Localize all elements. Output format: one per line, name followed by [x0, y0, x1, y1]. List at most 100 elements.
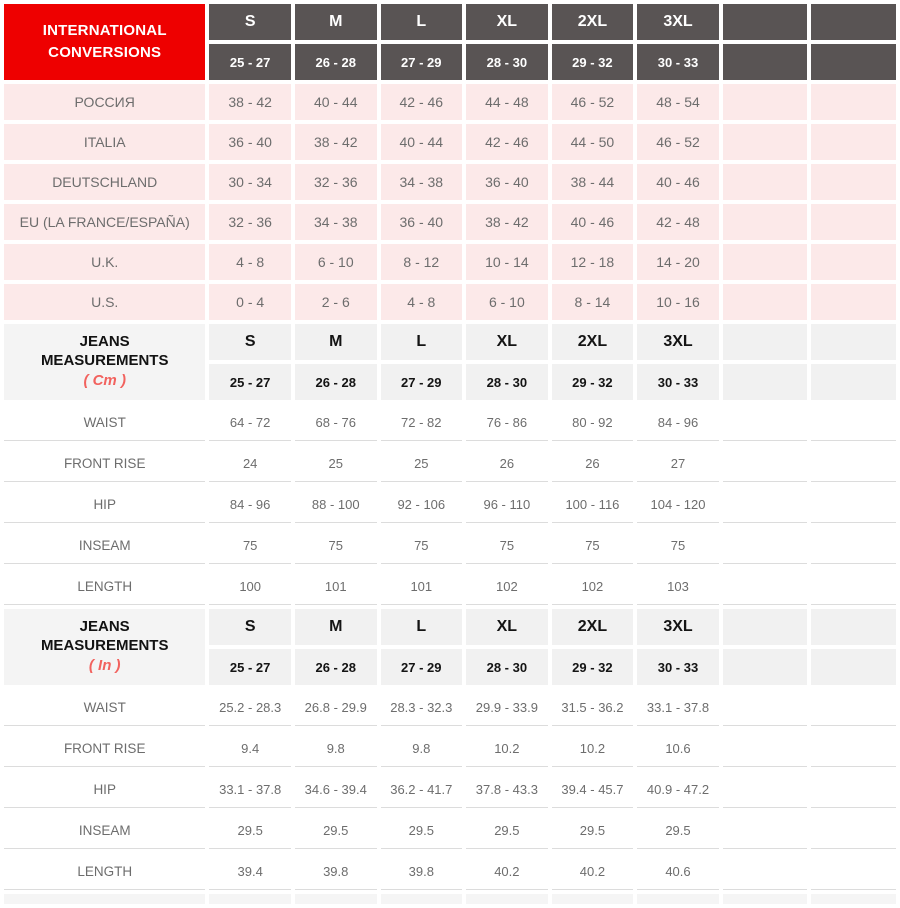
- value-cell: 92 - 106: [380, 486, 463, 523]
- value-cell: 4 - 8: [209, 244, 291, 280]
- size-header-cell: 2XL: [551, 609, 634, 645]
- value-cell: 14 - 20: [637, 244, 719, 280]
- empty-header-cell: [811, 324, 896, 360]
- value-cell: 48 - 54: [637, 84, 719, 120]
- value-cell: 29.5: [466, 812, 548, 849]
- value-cell: 75: [466, 527, 548, 564]
- empty-cell: [722, 853, 808, 890]
- table-row: FRONT RISE 9.4 9.8 9.8 10.2 10.2 10.6: [4, 730, 896, 767]
- value-cell: 6 - 10: [466, 284, 548, 320]
- value-cell: 9.8: [294, 730, 377, 767]
- value-cell: 39.8: [380, 853, 463, 890]
- empty-header-cell: [722, 324, 808, 360]
- empty-cell: [811, 84, 896, 120]
- empty-cell: [722, 730, 808, 767]
- empty-cell: [722, 404, 808, 441]
- empty-cell: [811, 771, 896, 808]
- range-header-cell: 30 - 33: [637, 364, 719, 400]
- value-cell: 36 - 40: [380, 204, 463, 240]
- value-cell: 36.2 - 41.7: [380, 771, 463, 808]
- empty-cell: [811, 204, 896, 240]
- section-title: JEANS MEASUREMENTS ( In ): [4, 609, 206, 685]
- row-label: ITALIA: [4, 124, 206, 160]
- size-header-cell: M: [294, 609, 377, 645]
- value-cell: 34 - 38: [294, 204, 377, 240]
- value-cell: 38 - 42: [209, 84, 291, 120]
- row-label: HIP: [4, 486, 206, 523]
- size-header-cell: L: [380, 4, 463, 40]
- section-title-line: MEASUREMENTS: [40, 636, 169, 654]
- value-cell: 39.4 - 45.7: [551, 771, 634, 808]
- value-cell: 40.6: [637, 853, 719, 890]
- empty-cell: [811, 853, 896, 890]
- range-header-cell: 26 - 28: [294, 364, 377, 400]
- empty-cell: [811, 445, 896, 482]
- value-cell: 28.3 - 32.3: [380, 689, 463, 726]
- value-cell: 101: [294, 568, 377, 605]
- value-cell: 103: [637, 568, 719, 605]
- value-cell: 8 - 14: [551, 284, 634, 320]
- value-cell: 100 - 116: [551, 486, 634, 523]
- empty-header-cell: [811, 4, 896, 40]
- value-cell: 42 - 48: [637, 204, 719, 240]
- table-row: FRONT RISE 24 25 25 26 26 27: [4, 445, 896, 482]
- table-row: WAIST 64 - 72 68 - 76 72 - 82 76 - 86 80 - 92…: [4, 404, 896, 441]
- empty-cell: [811, 812, 896, 849]
- value-cell: 31.5 - 36.2: [551, 689, 634, 726]
- value-cell: 24: [209, 445, 291, 482]
- value-cell: 9.8: [380, 730, 463, 767]
- range-header-cell: 30 - 33: [637, 649, 719, 685]
- size-header-cell: XL: [466, 609, 548, 645]
- value-cell: 10.2: [466, 730, 548, 767]
- empty-cell: [811, 164, 896, 200]
- value-cell: 40 - 46: [637, 164, 719, 200]
- value-cell: 29.5: [294, 812, 377, 849]
- cutoff-row: [4, 894, 896, 904]
- value-cell: 40.9 - 47.2: [637, 771, 719, 808]
- value-cell: 84 - 96: [637, 404, 719, 441]
- value-cell: 36 - 40: [209, 124, 291, 160]
- value-cell: 46 - 52: [637, 124, 719, 160]
- table-row: РОССИЯ 38 - 42 40 - 44 42 - 46 44 - 48 46 - 5…: [4, 84, 896, 120]
- value-cell: 75: [637, 527, 719, 564]
- value-cell: 104 - 120: [637, 486, 719, 523]
- row-label: РОССИЯ: [4, 84, 206, 120]
- empty-cell: [811, 124, 896, 160]
- value-cell: 37.8 - 43.3: [466, 771, 548, 808]
- value-cell: 29.5: [551, 812, 634, 849]
- size-header-cell: S: [209, 609, 291, 645]
- value-cell: 6 - 10: [294, 244, 377, 280]
- section-header-row: JEANS MEASUREMENTS ( In ) S M L XL 2XL 3XL: [4, 609, 896, 685]
- empty-cell: [722, 244, 808, 280]
- row-label: HIP: [4, 771, 206, 808]
- value-cell: 4 - 8: [380, 284, 463, 320]
- value-cell: 25.2 - 28.3: [209, 689, 291, 726]
- table-row: LENGTH 100 101 101 102 102 103: [4, 568, 896, 605]
- value-cell: 75: [209, 527, 291, 564]
- empty-cell: [722, 771, 808, 808]
- value-cell: 38 - 44: [551, 164, 634, 200]
- range-header-cell: 28 - 30: [466, 649, 548, 685]
- table-row: ITALIA 36 - 40 38 - 42 40 - 44 42 - 46 44 - 5…: [4, 124, 896, 160]
- range-header-cell: 26 - 28: [294, 649, 377, 685]
- range-header-cell: 30 - 33: [637, 44, 719, 80]
- empty-cell: [722, 124, 808, 160]
- empty-cell: [811, 730, 896, 767]
- section-title-line: JEANS: [79, 618, 130, 636]
- size-header-cell: 3XL: [637, 4, 719, 40]
- cutoff-header-cell: [294, 894, 377, 904]
- value-cell: 29.5: [380, 812, 463, 849]
- size-header-cell: XL: [466, 4, 548, 40]
- row-label: EU (LA FRANCE/ESPAÑA): [4, 204, 206, 240]
- cutoff-header-cell: [209, 894, 291, 904]
- range-header-cell: 26 - 28: [294, 44, 377, 80]
- row-label: INSEAM: [4, 812, 206, 849]
- cutoff-header-cell: [722, 894, 808, 904]
- value-cell: 42 - 46: [380, 84, 463, 120]
- table-row: HIP 84 - 96 88 - 100 92 - 106 96 - 110 100 - …: [4, 486, 896, 523]
- value-cell: 10.2: [551, 730, 634, 767]
- value-cell: 38 - 42: [466, 204, 548, 240]
- value-cell: 72 - 82: [380, 404, 463, 441]
